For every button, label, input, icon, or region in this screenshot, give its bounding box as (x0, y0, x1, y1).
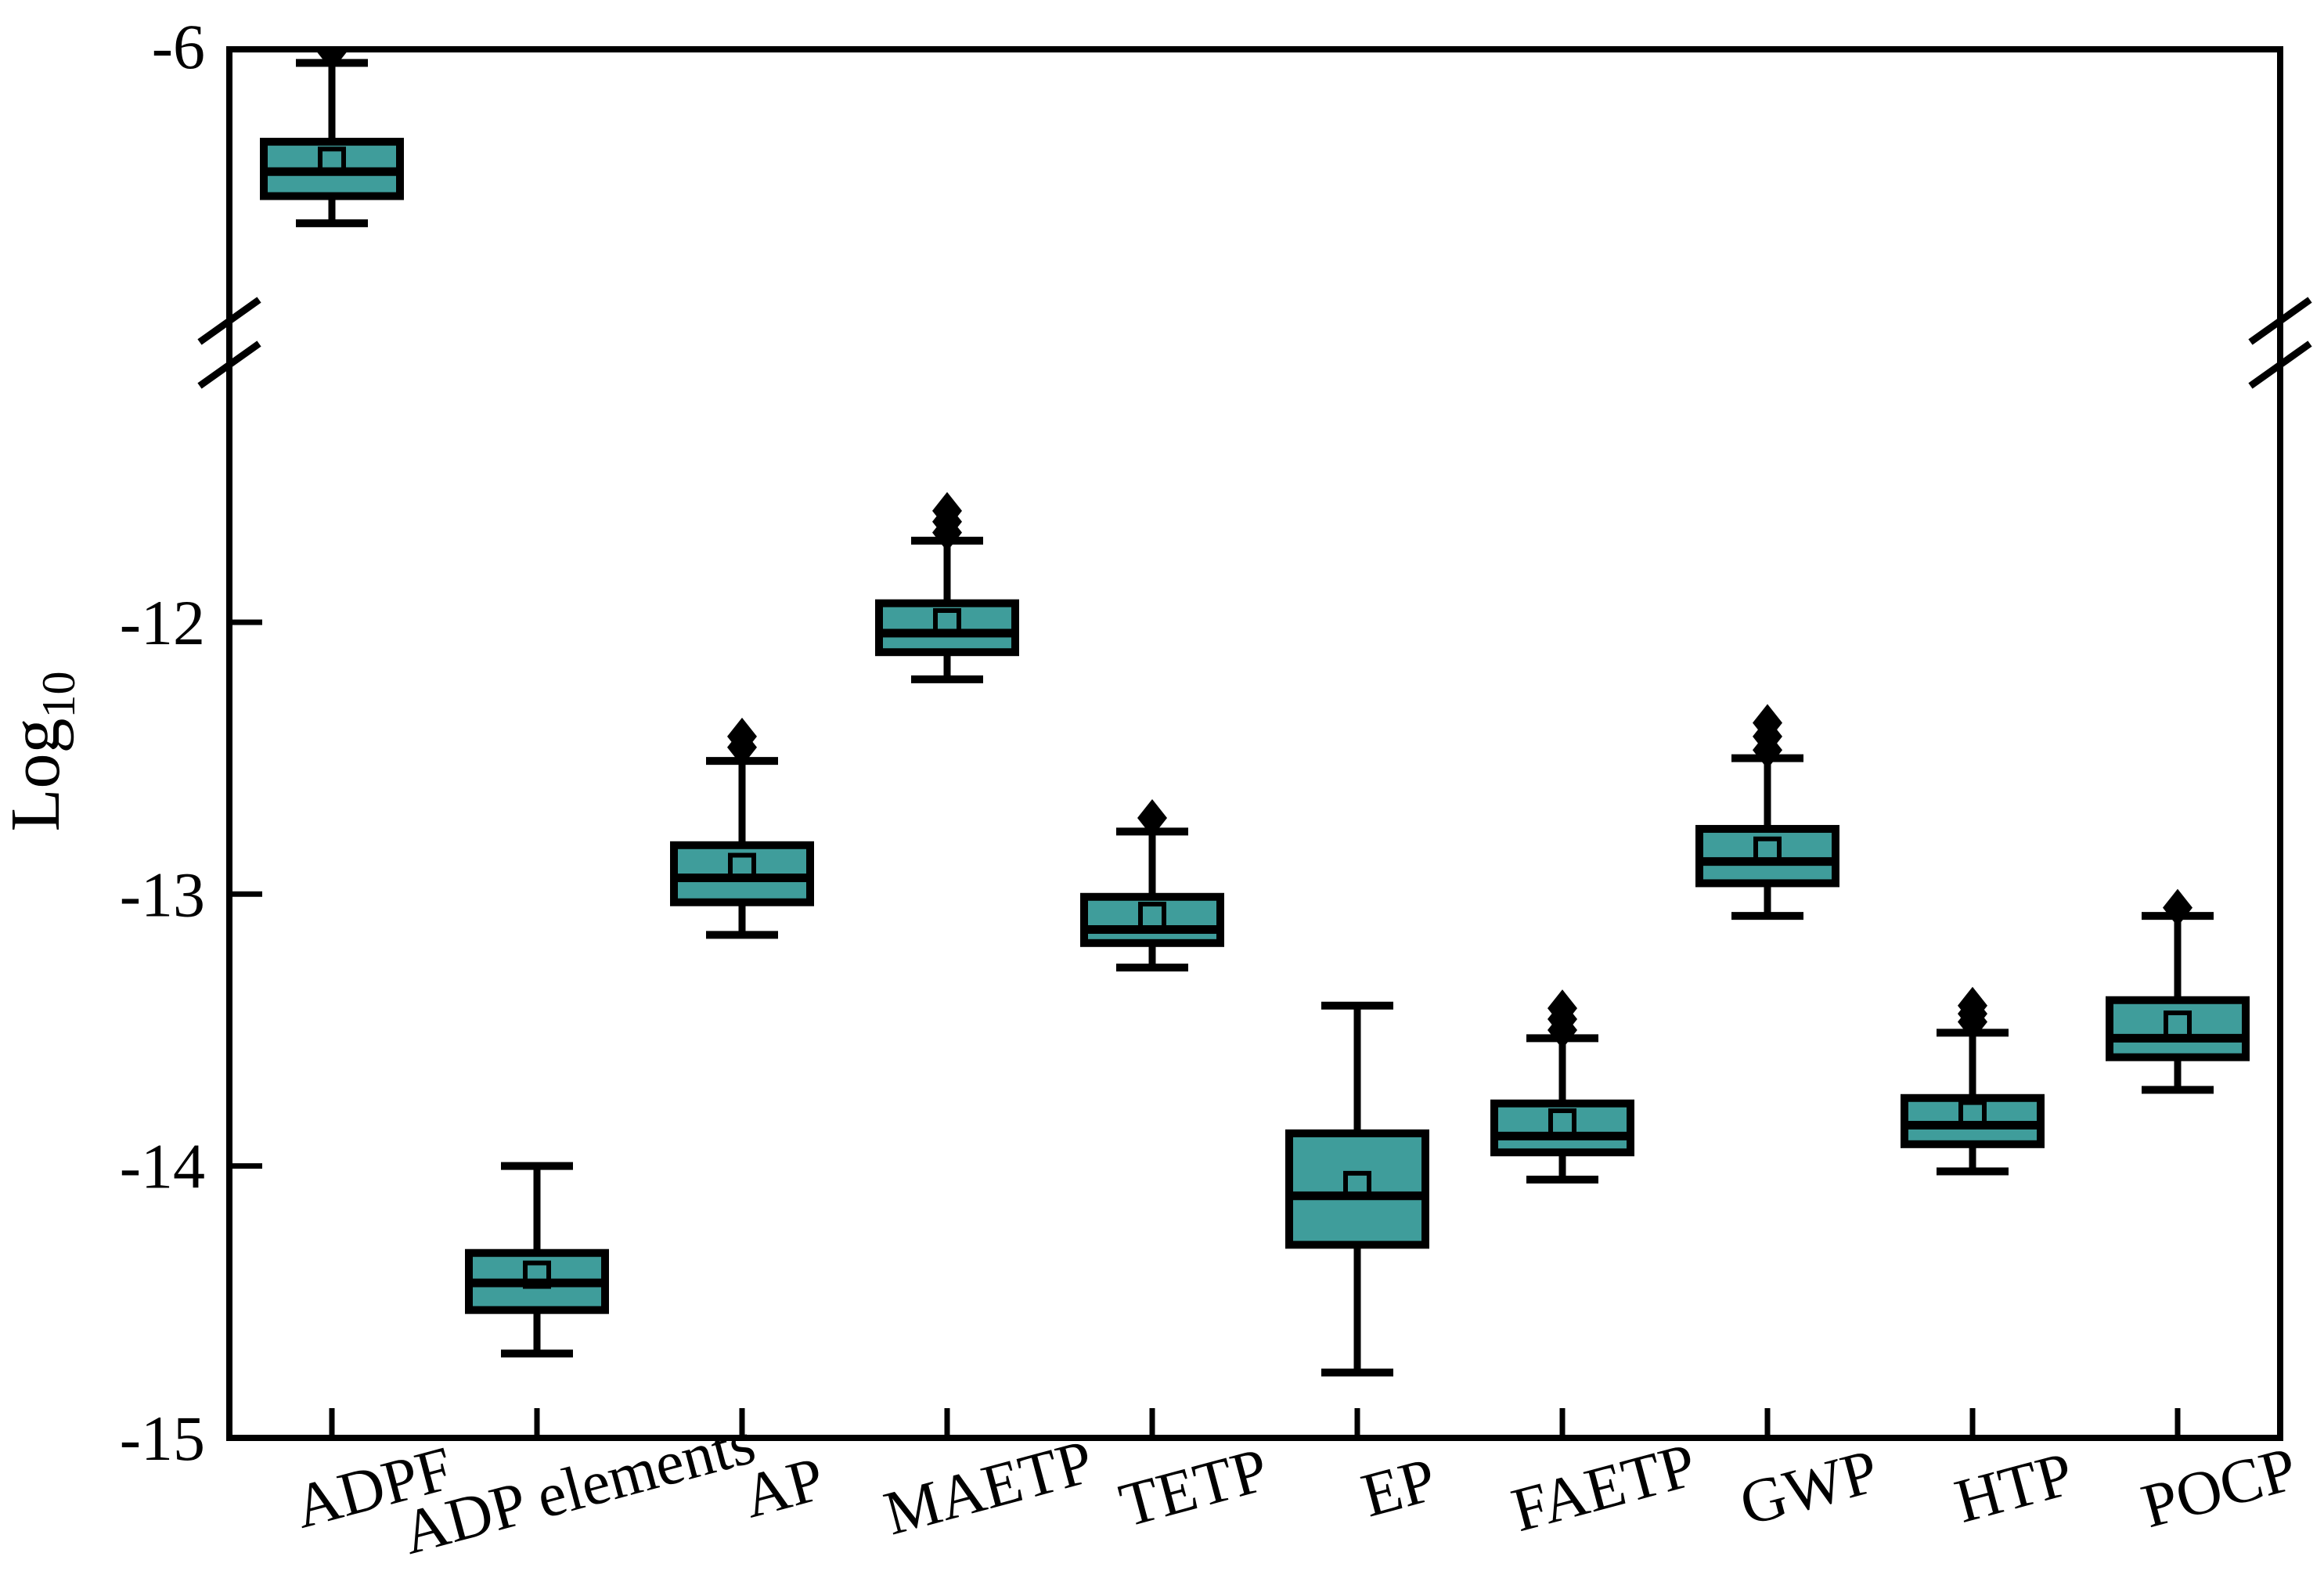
mean-marker (728, 852, 756, 881)
outlier-diamond (317, 49, 347, 71)
mean-marker (933, 608, 961, 636)
outlier-diamond (1548, 989, 1577, 1028)
box-group-adp-elements (465, 1162, 609, 1358)
y-tick-label: -6 (152, 11, 205, 82)
box-group-pocp (2106, 888, 2250, 1094)
box-group-ep (1285, 1001, 1429, 1377)
mean-marker (2164, 1011, 2192, 1039)
boxes-layer (260, 49, 2250, 1377)
outlier-diamond (932, 492, 962, 530)
y-tick-label: -14 (120, 1131, 205, 1202)
mean-marker (1138, 902, 1166, 931)
mean-marker (1753, 836, 1782, 865)
y-tick-label: -12 (120, 587, 205, 658)
box-rect (1695, 824, 1839, 888)
box-group-htp (1901, 986, 2045, 1176)
box-rect (2106, 996, 2250, 1061)
plot-border (226, 46, 2283, 1441)
axis-break-slash (2248, 340, 2312, 389)
y-axis-title: Log10 (0, 672, 85, 832)
outlier-diamond (727, 717, 757, 755)
axis-break-slash (197, 297, 261, 345)
box-group-maetp (875, 492, 1019, 683)
y-tick-label: -13 (120, 859, 205, 930)
outlier-diamond (1958, 986, 1987, 1025)
outlier-diamond (1753, 704, 1782, 742)
axis-break-slash (2248, 297, 2312, 345)
box-group-gwp (1695, 704, 1839, 920)
mean-marker (1343, 1170, 1371, 1199)
mean-marker (523, 1260, 551, 1289)
mean-marker (1548, 1108, 1576, 1137)
outlier-diamond (1137, 799, 1167, 838)
outlier-diamond (2163, 888, 2192, 927)
axis-break-slash (197, 340, 261, 389)
mean-marker (1958, 1100, 1987, 1129)
y-tick-label: -15 (120, 1403, 205, 1474)
box-group-adpf (260, 49, 404, 228)
box-group-tetp (1080, 799, 1224, 972)
mean-marker (318, 146, 346, 175)
box-group-faetp (1490, 989, 1634, 1184)
box-group-ap (670, 717, 814, 939)
box-rect (1285, 1129, 1429, 1249)
